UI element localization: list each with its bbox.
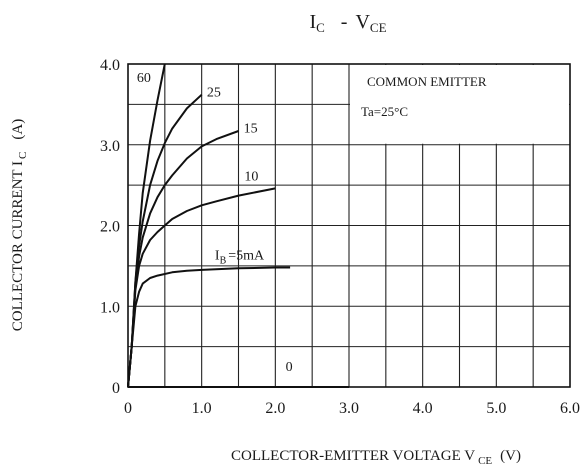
x-tick-label: 2.0 (265, 400, 285, 417)
chart-title: IC - VCE (309, 11, 386, 35)
y-tick-label: 2.0 (100, 219, 120, 236)
x-axis-label: COLLECTOR-EMITTER VOLTAGE V CE (V) (231, 448, 521, 467)
curve-label-0: 0 (286, 360, 293, 375)
x-tick-label: 1.0 (192, 400, 212, 417)
annotation-background (350, 65, 569, 144)
x-tick-label: 3.0 (339, 400, 359, 417)
y-axis-label: COLLECTOR CURRENT I C (A) (10, 119, 29, 331)
y-tick-label: 3.0 (100, 138, 120, 155)
curve-ib-10 (127, 187, 276, 388)
x-tick-label: 6.0 (560, 400, 580, 417)
y-tick-labels: 0 1.0 2.0 3.0 4.0 (100, 57, 120, 397)
plot-border (127, 63, 571, 388)
annotation-common-emitter: COMMON EMITTER (367, 74, 487, 89)
x-tick-label: 0 (124, 400, 132, 417)
x-tick-label: 5.0 (486, 400, 506, 417)
annotation-temperature: Ta=25°C (361, 104, 408, 119)
title-vce-sub: CE (370, 20, 387, 35)
title-separator: - (341, 11, 348, 33)
x-axis-label-text: COLLECTOR-EMITTER VOLTAGE V (231, 448, 475, 464)
y-axis-label-text: COLLECTOR CURRENT I (10, 161, 26, 331)
title-vce: V (355, 11, 370, 33)
annotation-box: COMMON EMITTER Ta=25°C (350, 65, 569, 144)
x-axis-label-unit: (V) (500, 448, 521, 464)
y-axis-label-sub: C (17, 152, 29, 159)
y-tick-label: 4.0 (100, 57, 120, 74)
x-tick-labels: 0 1.0 2.0 3.0 4.0 5.0 6.0 (124, 400, 580, 417)
curve-label-10: 10 (244, 169, 258, 184)
curve-ib-5ma (127, 266, 291, 388)
y-tick-label: 1.0 (100, 299, 120, 316)
x-axis-label-sub: CE (478, 455, 492, 467)
title-ic: I (309, 11, 316, 33)
curve-label-60: 60 (137, 71, 151, 86)
curve-label-15: 15 (244, 122, 258, 137)
curve-label-5ma: IB =5mA (215, 248, 265, 266)
y-tick-label: 0 (112, 380, 120, 397)
title-ic-sub: C (316, 20, 325, 35)
y-axis-label-unit: (A) (10, 119, 26, 140)
x-tick-label: 4.0 (413, 400, 433, 417)
curve-label-25: 25 (207, 85, 221, 100)
curve-labels: 60 25 15 10 IB =5mA 0 (137, 71, 293, 375)
